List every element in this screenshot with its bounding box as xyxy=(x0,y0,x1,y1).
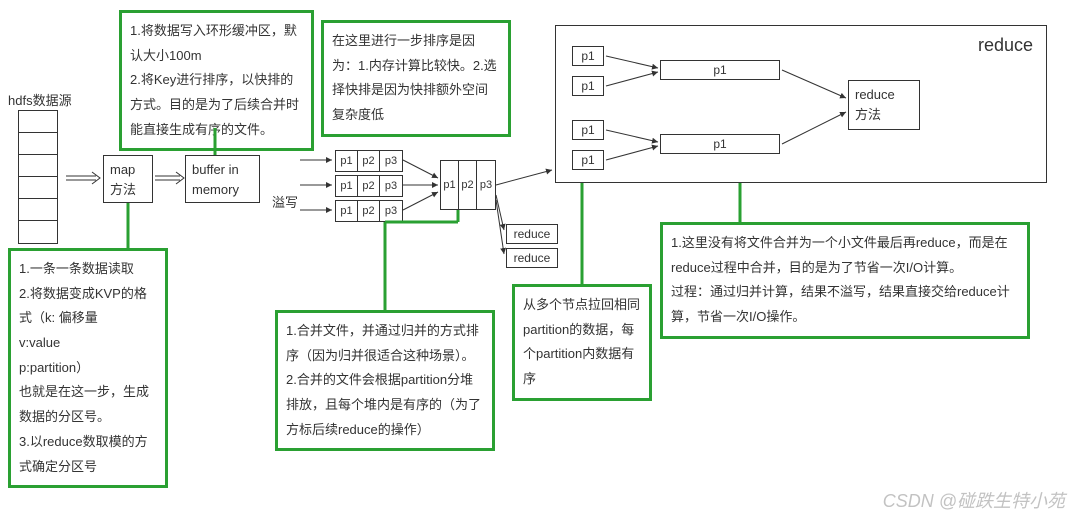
reduce-method-box: reduce 方法 xyxy=(848,80,920,130)
partition-row-2: p1p2p3 xyxy=(335,175,403,197)
reduce-title: reduce xyxy=(978,35,1033,56)
p1-mid-1: p1 xyxy=(660,60,780,80)
p1-in-1: p1 xyxy=(572,46,604,66)
note-buffer: 1.将数据写入环形缓冲区，默认大小100m 2.将Key进行排序，以快排的方式。… xyxy=(119,10,314,151)
watermark: CSDN @碰跌生特小苑 xyxy=(883,487,1065,513)
note-sort: 在这里进行一步排序是因为：1.内存计算比较快。2.选择快排是因为快排额外空间复杂… xyxy=(321,20,511,137)
hdfs-label: hdfs数据源 xyxy=(8,90,72,109)
p1-in-2: p1 xyxy=(572,76,604,96)
partition-merged: p1p2p3 xyxy=(440,160,496,210)
map-box: map 方法 xyxy=(103,155,153,203)
note-merge: 1.合并文件，并通过归并的方式排序（因为归并很适合这种场景）。 2.合并的文件会… xyxy=(275,310,495,451)
spill-label: 溢写 xyxy=(272,192,298,211)
note-map: 1.一条一条数据读取 2.将数据变成KVP的格式（k: 偏移量 v:value … xyxy=(8,248,168,488)
partition-row-3: p1p2p3 xyxy=(335,200,403,222)
reduce-small-2: reduce xyxy=(506,248,558,268)
note-partition-pull: 从多个节点拉回相同partition的数据，每个partition内数据有序 xyxy=(512,284,652,401)
reduce-small-1: reduce xyxy=(506,224,558,244)
note-reduce-merge: 1.这里没有将文件合并为一个小文件最后再reduce，而是在reduce过程中合… xyxy=(660,222,1030,339)
hdfs-stack xyxy=(18,110,58,244)
reduce-container xyxy=(555,25,1047,183)
partition-row-1: p1p2p3 xyxy=(335,150,403,172)
buffer-box: buffer in memory xyxy=(185,155,260,203)
p1-mid-2: p1 xyxy=(660,134,780,154)
p1-in-4: p1 xyxy=(572,150,604,170)
p1-in-3: p1 xyxy=(572,120,604,140)
